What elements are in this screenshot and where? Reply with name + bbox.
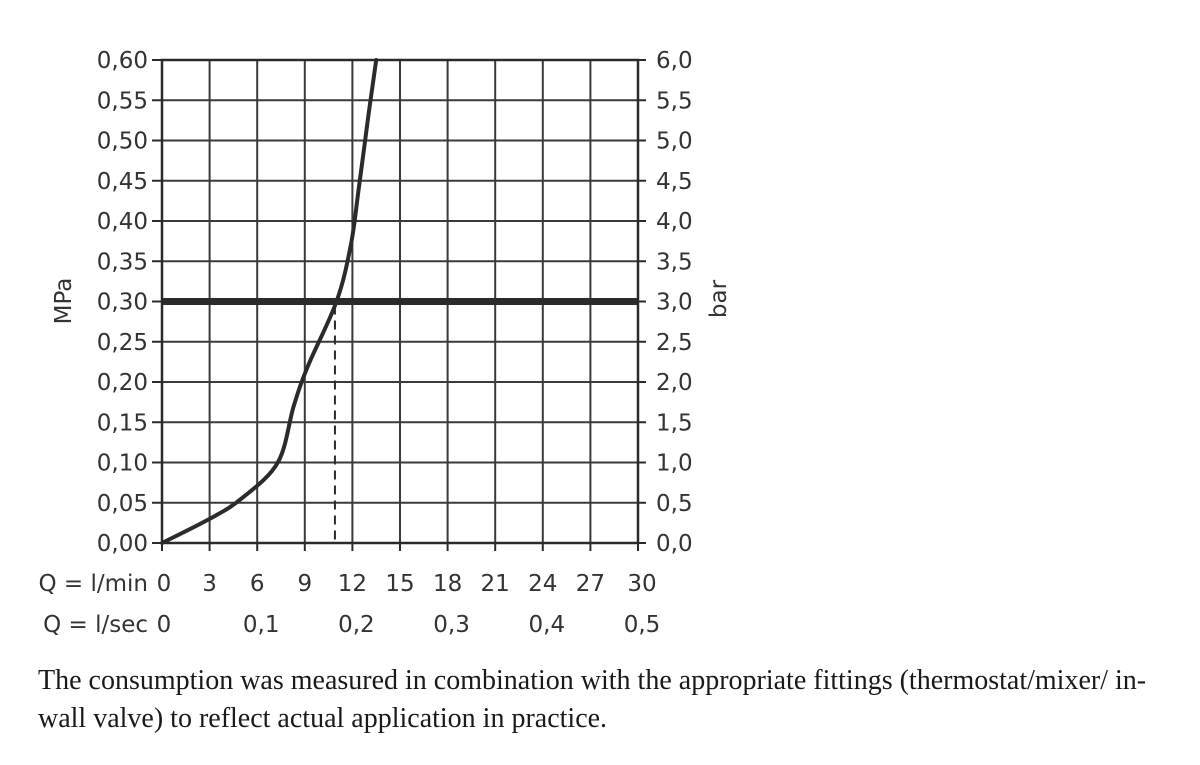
left-tick-label: 0,40 (97, 209, 148, 235)
x-tick-label-lmin: 0 (157, 571, 172, 597)
right-tick-label: 0,0 (656, 531, 693, 557)
x-tick-label-lmin: 27 (576, 571, 605, 597)
left-tick-label: 0,10 (97, 451, 148, 477)
x-axis-label-lmin: Q = l/min (38, 571, 148, 597)
x-tick-label-lmin: 12 (338, 571, 367, 597)
right-tick-label: 1,0 (656, 451, 693, 477)
caption-text: The consumption was measured in combinat… (38, 665, 1147, 734)
y-axis-label-right: bar (706, 279, 732, 318)
right-tick-label: 2,5 (656, 330, 693, 356)
left-tick-label: 0,30 (97, 290, 148, 316)
x-axis-label-lsec: Q = l/sec (43, 612, 148, 638)
right-tick-label: 2,0 (656, 370, 693, 396)
curve-group (160, 58, 379, 545)
x-tick-label-lmin: 24 (528, 571, 557, 597)
flow-rate-chart: 0,000,050,100,150,200,250,300,350,400,45… (38, 48, 732, 638)
left-tick-label: 0,25 (97, 330, 148, 356)
left-tick-label: 0,15 (97, 410, 148, 436)
y-axis-label-left: MPa (51, 278, 77, 325)
left-tick-label: 0,45 (97, 169, 148, 195)
reference-line-group (162, 298, 638, 543)
left-tick-label: 0,00 (97, 531, 148, 557)
x-tick-label-lsec: 0,1 (243, 612, 280, 638)
right-tick-label: 0,5 (656, 491, 693, 517)
x-tick-label-lmin: 21 (481, 571, 510, 597)
right-tick-label: 1,5 (656, 410, 693, 436)
right-tick-label: 4,0 (656, 209, 693, 235)
x-tick-label-lsec: 0,2 (338, 612, 375, 638)
right-tick-label: 6,0 (656, 48, 693, 74)
x-tick-label-lmin: 3 (202, 571, 217, 597)
x-tick-label-lsec: 0 (157, 612, 172, 638)
right-tick-label: 5,5 (656, 88, 693, 114)
left-tick-label: 0,05 (97, 491, 148, 517)
tick-marks (152, 59, 646, 551)
left-tick-label: 0,55 (97, 88, 148, 114)
x-tick-label-lmin: 30 (627, 571, 656, 597)
x-tick-label-lmin: 9 (297, 571, 312, 597)
x-tick-label-lmin: 18 (433, 571, 462, 597)
right-tick-label: 4,5 (656, 169, 693, 195)
left-tick-label: 0,35 (97, 249, 148, 275)
flow-curve (160, 58, 379, 545)
left-tick-label: 0,50 (97, 129, 148, 155)
x-tick-label-lsec: 0,5 (624, 612, 661, 638)
right-tick-label: 3,5 (656, 249, 693, 275)
x-tick-label-lmin: 6 (250, 571, 265, 597)
left-tick-label: 0,20 (97, 370, 148, 396)
right-tick-label: 5,0 (656, 129, 693, 155)
right-tick-label: 3,0 (656, 290, 693, 316)
grid (162, 60, 638, 543)
x-tick-label-lsec: 0,3 (433, 612, 470, 638)
left-tick-label: 0,60 (97, 48, 148, 74)
tick-labels: 0,000,050,100,150,200,250,300,350,400,45… (38, 48, 732, 638)
x-tick-label-lmin: 15 (385, 571, 414, 597)
x-tick-label-lsec: 0,4 (529, 612, 566, 638)
